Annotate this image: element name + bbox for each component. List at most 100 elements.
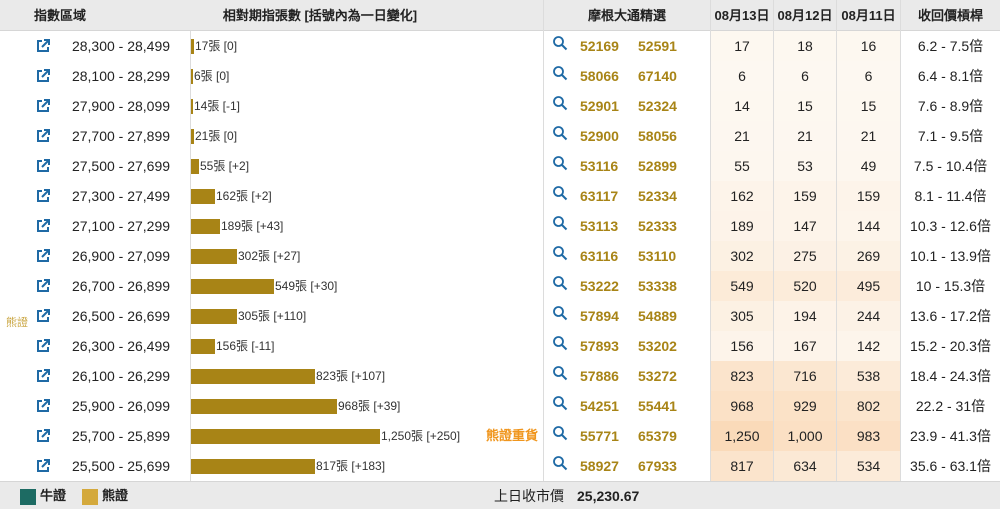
external-link-icon[interactable]: [36, 129, 50, 143]
warrant-code-link[interactable]: 54889: [638, 308, 677, 324]
warrant-code-link[interactable]: 52324: [638, 98, 677, 114]
search-icon[interactable]: [552, 215, 568, 231]
divider: [836, 0, 837, 481]
external-link-icon[interactable]: [36, 99, 50, 113]
warrant-code-link[interactable]: 57893: [580, 338, 619, 354]
warrant-code-link[interactable]: 57894: [580, 308, 619, 324]
external-link-icon[interactable]: [36, 159, 50, 173]
warrant-code-link[interactable]: 52334: [638, 188, 677, 204]
external-link-icon[interactable]: [36, 39, 50, 53]
call-level-leverage: 7.6 - 8.9倍: [917, 98, 984, 114]
warrant-code-link[interactable]: 53202: [638, 338, 677, 354]
search-icon[interactable]: [552, 185, 568, 201]
warrant-code-link[interactable]: 67140: [638, 68, 677, 84]
call-level-leverage: 8.1 - 11.4倍: [914, 188, 987, 204]
index-range: 26,700 - 26,899: [71, 278, 171, 294]
daily-contracts-d3: 16: [860, 38, 877, 54]
external-link-icon[interactable]: [36, 459, 50, 473]
table-row: 27,700 - 27,899 21張 [0] 52900 58056 21 21 21 7.…: [0, 121, 1000, 151]
warrant-code-link[interactable]: 63116: [580, 248, 619, 264]
search-icon[interactable]: [552, 335, 568, 351]
search-icon[interactable]: [552, 155, 568, 171]
search-icon[interactable]: [552, 305, 568, 321]
bear-side-label: 熊證: [6, 317, 28, 329]
warrant-code-link[interactable]: 52899: [638, 158, 677, 174]
search-icon[interactable]: [552, 425, 568, 441]
bear-legend-swatch: [82, 489, 98, 505]
warrant-code-link[interactable]: 58927: [580, 458, 619, 474]
heat-cell-bg: [837, 121, 900, 151]
daily-contracts-d3: 495: [856, 278, 881, 294]
warrant-code-link[interactable]: 55441: [638, 398, 677, 414]
search-icon[interactable]: [552, 395, 568, 411]
heat-cell-bg: [837, 331, 900, 361]
daily-contracts-d1: 17: [734, 38, 750, 54]
external-link-icon[interactable]: [36, 189, 50, 203]
call-level-leverage: 23.9 - 41.3倍: [910, 428, 991, 444]
heat-cell-bg: [774, 301, 836, 331]
heat-cell-bg: [711, 271, 773, 301]
search-icon[interactable]: [552, 95, 568, 111]
daily-contracts-d2: 18: [797, 38, 813, 54]
warrant-code-link[interactable]: 57886: [580, 368, 619, 384]
warrant-code-link[interactable]: 53338: [638, 278, 677, 294]
warrant-code-link[interactable]: 65379: [638, 428, 677, 444]
warrant-code-link[interactable]: 52901: [580, 98, 619, 114]
external-link-icon[interactable]: [36, 399, 50, 413]
contracts-bar: [191, 309, 237, 324]
legend-footer: 牛證 熊證 上日收市價 25,230.67: [0, 481, 1000, 509]
contracts-bar: [191, 219, 220, 234]
warrant-code-link[interactable]: 53110: [638, 248, 677, 264]
warrant-code-link[interactable]: 55771: [580, 428, 619, 444]
search-icon[interactable]: [552, 365, 568, 381]
warrant-code-link[interactable]: 63117: [580, 188, 619, 204]
divider: [773, 0, 774, 481]
warrant-code-link[interactable]: 53113: [580, 218, 619, 234]
warrant-code-link[interactable]: 53116: [580, 158, 619, 174]
call-level-leverage: 18.4 - 24.3倍: [910, 368, 991, 384]
table-row: 28,100 - 28,299 6張 [0] 58066 67140 6 6 6 6.4 - …: [0, 61, 1000, 91]
warrant-code-link[interactable]: 52333: [638, 218, 677, 234]
external-link-icon[interactable]: [36, 249, 50, 263]
daily-contracts-d1: 305: [730, 308, 754, 324]
table-row: 26,500 - 26,699 305張 [+110] 57894 54889 305 1…: [0, 301, 1000, 331]
warrant-code-link[interactable]: 53272: [638, 368, 677, 384]
search-icon[interactable]: [552, 65, 568, 81]
daily-contracts-d2: 147: [793, 218, 817, 234]
heat-cell-bg: [711, 91, 773, 121]
warrant-code-link[interactable]: 52591: [638, 38, 677, 54]
external-link-icon[interactable]: [36, 279, 50, 293]
external-link-icon[interactable]: [36, 429, 50, 443]
search-icon[interactable]: [552, 275, 568, 291]
table-row: 25,500 - 25,699 817張 [+183] 58927 67933 817 6…: [0, 451, 1000, 481]
warrant-code-link[interactable]: 58056: [638, 128, 677, 144]
index-range: 27,500 - 27,699: [71, 158, 171, 174]
call-level-leverage: 6.4 - 8.1倍: [917, 68, 984, 84]
warrant-code-link[interactable]: 52900: [580, 128, 619, 144]
daily-contracts-d2: 929: [793, 398, 817, 414]
search-icon[interactable]: [552, 125, 568, 141]
daily-contracts-d1: 14: [734, 98, 750, 114]
warrant-code-link[interactable]: 52169: [580, 38, 619, 54]
search-icon[interactable]: [552, 455, 568, 471]
search-icon[interactable]: [552, 35, 568, 51]
warrant-code-link[interactable]: 53222: [580, 278, 619, 294]
warrant-code-link[interactable]: 58066: [580, 68, 619, 84]
external-link-icon[interactable]: [36, 309, 50, 323]
call-level-leverage: 13.6 - 17.2倍: [910, 308, 991, 324]
warrant-code-link[interactable]: 67933: [638, 458, 677, 474]
search-icon[interactable]: [552, 245, 568, 261]
external-link-icon[interactable]: [36, 369, 50, 383]
bull-legend-swatch: [20, 489, 36, 505]
call-level-leverage: 15.2 - 20.3倍: [910, 338, 991, 354]
daily-contracts-d3: 49: [860, 158, 877, 174]
heat-cell-bg: [774, 121, 836, 151]
index-range: 27,700 - 27,899: [71, 128, 171, 144]
warrant-code-link[interactable]: 54251: [580, 398, 619, 414]
contracts-bar-label: 817張 [+183]: [316, 459, 386, 473]
external-link-icon[interactable]: [36, 69, 50, 83]
index-range: 25,700 - 25,899: [71, 428, 171, 444]
table-row: 25,700 - 25,899 1,250張 [+250] 熊證重貨 55771 653…: [0, 421, 1000, 451]
external-link-icon[interactable]: [36, 339, 50, 353]
external-link-icon[interactable]: [36, 219, 50, 233]
